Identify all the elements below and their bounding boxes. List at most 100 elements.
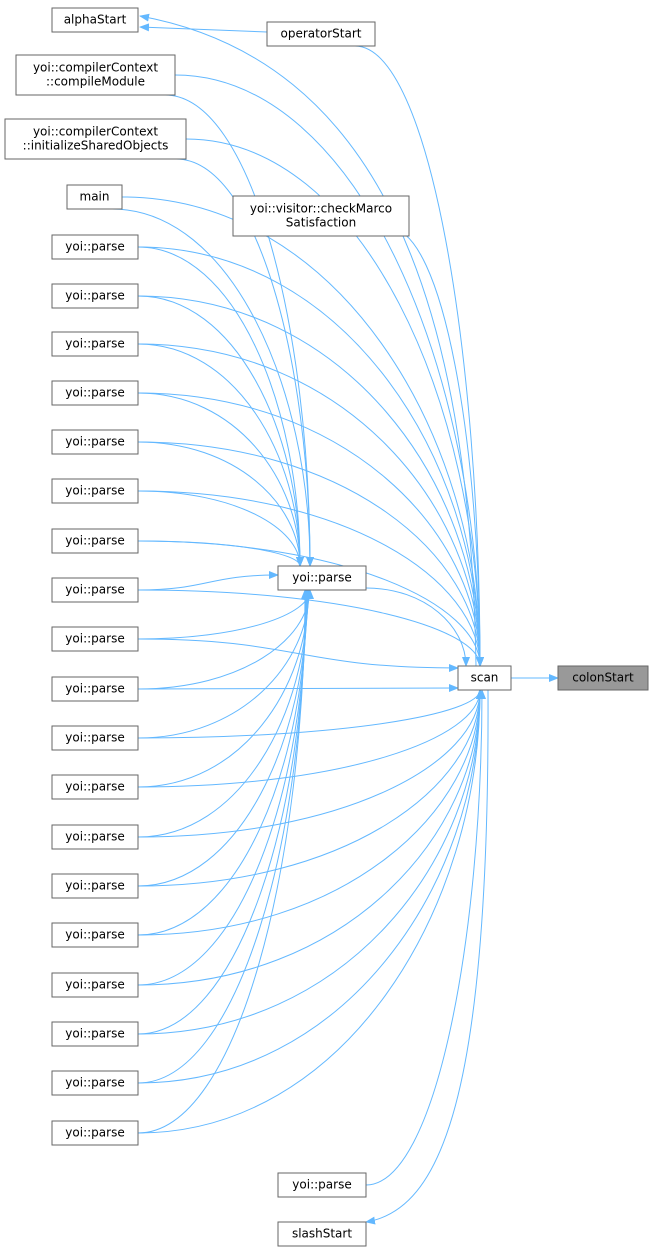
- edge: [137, 295, 304, 567]
- edge: [164, 94, 314, 567]
- node-box: [51, 380, 139, 406]
- node-box: [66, 184, 123, 210]
- edge: [137, 571, 279, 591]
- node: yoi::parse: [51, 1021, 139, 1047]
- node-box: [51, 478, 139, 504]
- node-label: yoi::parse: [65, 978, 124, 992]
- node: yoi::parse: [51, 1070, 139, 1096]
- edge: [354, 45, 484, 667]
- node-label: yoi::parse: [65, 337, 124, 351]
- node-label: yoi::parse: [65, 484, 124, 498]
- edge: [137, 689, 484, 1134]
- node: colonStart: [557, 665, 649, 691]
- node: yoi::parse: [51, 725, 139, 751]
- node-label: yoi::parse: [65, 1126, 124, 1140]
- node: yoi::parse: [51, 429, 139, 455]
- edge: [388, 227, 484, 667]
- node: yoi::parse: [51, 577, 139, 603]
- node: yoi::parse: [51, 824, 139, 850]
- edge: [185, 138, 484, 667]
- edge: [137, 689, 484, 788]
- edge: [137, 589, 313, 739]
- node-label: ::compileModule: [46, 75, 145, 89]
- node: yoi::parse: [51, 626, 139, 652]
- edge: [137, 589, 310, 1035]
- node-box: [51, 234, 139, 260]
- node-box: [51, 1120, 139, 1146]
- node-box: [51, 331, 139, 357]
- node-box: [51, 725, 139, 751]
- node: yoi::parse: [51, 478, 139, 504]
- node-label: yoi::parse: [65, 240, 124, 254]
- node: yoi::parse: [51, 774, 139, 800]
- node-box: [15, 54, 176, 96]
- edge: [137, 689, 484, 1084]
- node-box: [51, 922, 139, 948]
- edge: [137, 689, 484, 936]
- node: yoi::compilerContext::compileModule: [15, 54, 176, 96]
- edge: [139, 23, 268, 33]
- edge: [137, 589, 312, 838]
- edge: [137, 689, 484, 838]
- node-box: [51, 1070, 139, 1096]
- node-label: yoi::parse: [65, 1027, 124, 1041]
- node: alphaStart: [51, 7, 139, 33]
- node-label: yoi::parse: [292, 571, 351, 585]
- node-label: yoi::parse: [65, 289, 124, 303]
- edge: [137, 490, 484, 667]
- node: slashStart: [277, 1221, 367, 1247]
- node-box: [277, 565, 367, 591]
- node: operatorStart: [266, 21, 376, 47]
- edge: [137, 343, 304, 567]
- edge: [137, 246, 304, 567]
- node-label: alphaStart: [64, 13, 127, 27]
- node: yoi::parse: [51, 922, 139, 948]
- edge: [365, 689, 489, 1225]
- node-box: [51, 824, 139, 850]
- node: yoi::parse: [51, 873, 139, 899]
- node: yoi::parse: [277, 1172, 367, 1198]
- edge: [137, 589, 311, 986]
- node-label: scan: [471, 671, 499, 685]
- node: scan: [457, 665, 512, 691]
- edge: [137, 689, 484, 887]
- node: yoi::parse: [51, 234, 139, 260]
- edge: [137, 638, 459, 672]
- edge: [137, 343, 484, 667]
- node: yoi::parse: [51, 283, 139, 309]
- node-label: yoi::visitor::checkMarco: [250, 202, 392, 216]
- node-label: yoi::parse: [65, 830, 124, 844]
- node: yoi::parse: [51, 676, 139, 702]
- node-box: [232, 195, 410, 237]
- node-label: yoi::parse: [65, 583, 124, 597]
- edge: [365, 689, 486, 1186]
- edge: [137, 441, 304, 567]
- node: yoi::parse: [51, 380, 139, 406]
- node-label: slashStart: [292, 1227, 352, 1241]
- node-label: yoi::parse: [65, 780, 124, 794]
- edge: [137, 246, 484, 667]
- node-label: yoi::compilerContext: [33, 61, 158, 75]
- node-label: colonStart: [572, 671, 634, 685]
- node-box: [51, 1021, 139, 1047]
- node-box: [51, 429, 139, 455]
- edge: [137, 441, 484, 667]
- node: yoi::compilerContext::initializeSharedOb…: [4, 118, 187, 160]
- edge: [137, 689, 484, 986]
- node-box: [51, 577, 139, 603]
- edge: [137, 589, 484, 667]
- edge: [137, 689, 484, 739]
- node-label: yoi::parse: [292, 1178, 351, 1192]
- edge: [137, 540, 484, 667]
- node-label: operatorStart: [281, 27, 362, 41]
- node-label: yoi::parse: [65, 534, 124, 548]
- nodes: alphaStartoperatorStartyoi::compilerCont…: [4, 7, 649, 1247]
- node-box: [51, 774, 139, 800]
- node-box: [277, 1172, 367, 1198]
- edge: [137, 392, 304, 567]
- node-box: [51, 528, 139, 554]
- edge: [111, 208, 314, 567]
- node: yoi::parse: [51, 1120, 139, 1146]
